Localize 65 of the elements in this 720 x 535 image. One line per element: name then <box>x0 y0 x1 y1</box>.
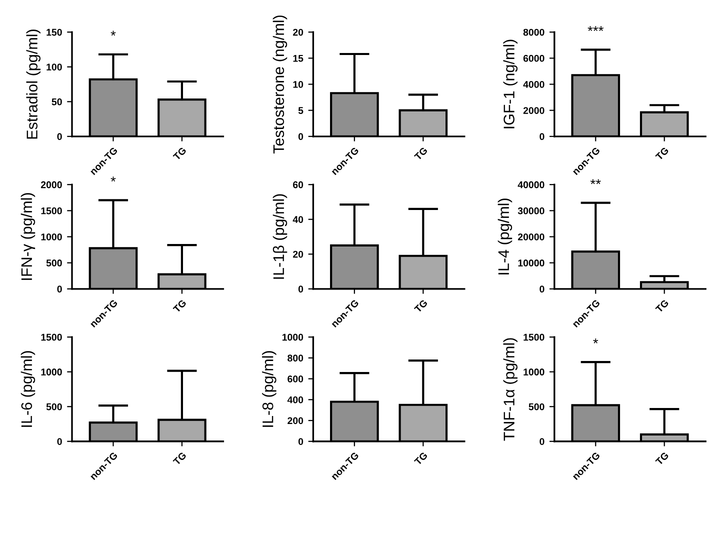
y-tick-label: 2000 <box>523 107 544 114</box>
x-tick-label: TG <box>172 299 187 314</box>
y-tick-label: 0 <box>298 286 304 293</box>
y-tick-label: 20 <box>293 28 304 36</box>
y-tick-label: 10 <box>293 80 304 88</box>
y-axis-title: IL-6 (pg/ml) <box>20 351 36 427</box>
y-tick-label: 0 <box>298 133 304 140</box>
y-tick-label: 0 <box>540 133 544 140</box>
y-axis-title: IL-8 (pg/ml) <box>262 351 276 427</box>
y-tick-label: 8000 <box>523 28 544 36</box>
y-tick-label: 500 <box>46 403 62 410</box>
y-axis-title: Estradiol (pg/ml) <box>26 30 41 139</box>
y-tick-label: 15 <box>293 55 304 62</box>
x-tick-label: TG <box>414 452 428 466</box>
y-tick-label: 30000 <box>518 207 544 214</box>
y-tick-label: 40 <box>292 216 304 223</box>
x-tick-label: TG <box>655 299 669 314</box>
y-tick-label: 1000 <box>41 233 62 240</box>
x-tick-label: TG <box>172 146 187 161</box>
y-axis-title: IFN-γ (pg/ml) <box>20 193 36 280</box>
y-tick-label: 1500 <box>41 334 62 341</box>
y-tick-label: 200 <box>288 417 304 424</box>
y-tick-label: 0 <box>540 286 544 293</box>
y-tick-label: 400 <box>287 396 304 404</box>
y-tick-label: 5 <box>298 107 304 114</box>
y-tick-label: 0 <box>540 438 544 445</box>
y-tick-label: 1500 <box>524 334 544 341</box>
y-tick-label: 500 <box>528 403 544 410</box>
y-axis-title: IL-1β (pg/ml) <box>272 194 288 279</box>
y-tick-label: 0 <box>57 286 62 293</box>
y-tick-label: 60 <box>293 181 304 188</box>
y-tick-label: 20 <box>293 250 304 258</box>
y-tick-label: 800 <box>288 354 304 362</box>
x-tick-label: TG <box>655 146 669 161</box>
y-tick-label: 40000 <box>518 181 544 188</box>
y-tick-label: 150 <box>46 28 62 36</box>
y-axis-title: IL-4 (pg/ml) <box>498 198 512 274</box>
y-tick-label: 600 <box>288 376 304 382</box>
y-tick-label: 0 <box>298 438 304 445</box>
text: *** <box>588 26 604 32</box>
y-tick-label: 4000 <box>523 80 544 88</box>
x-tick-label: TG <box>414 146 428 161</box>
y-tick-label: 6000 <box>523 54 544 62</box>
text: ** <box>590 179 601 184</box>
y-tick-label: 1500 <box>41 207 62 214</box>
y-tick-label: 0 <box>57 133 62 140</box>
x-tick-label: TG <box>655 452 669 466</box>
y-axis-title: TNF-1α (pg/ml) <box>503 338 518 441</box>
annotation: * <box>110 30 116 36</box>
x-tick-label: TG <box>172 452 187 466</box>
y-axis-title: Testosterone (ng/ml) <box>272 16 288 154</box>
y-tick-label: 2000 <box>40 181 62 188</box>
y-tick-label: 1000 <box>282 334 304 341</box>
annotation: * <box>593 338 598 344</box>
y-tick-label: 500 <box>46 260 62 266</box>
y-tick-label: 50 <box>52 98 62 106</box>
y-tick-label: 10000 <box>518 260 544 266</box>
y-tick-label: 100 <box>46 64 62 70</box>
y-tick-label: 20000 <box>518 233 544 240</box>
y-axis-title: IGF-1 (ng/ml) <box>503 40 518 128</box>
y-tick-label: 0 <box>57 438 62 445</box>
y-tick-label: 1000 <box>524 368 544 376</box>
text: * <box>110 176 116 182</box>
x-tick-label: TG <box>414 299 428 314</box>
y-tick-label: 1000 <box>41 368 62 376</box>
